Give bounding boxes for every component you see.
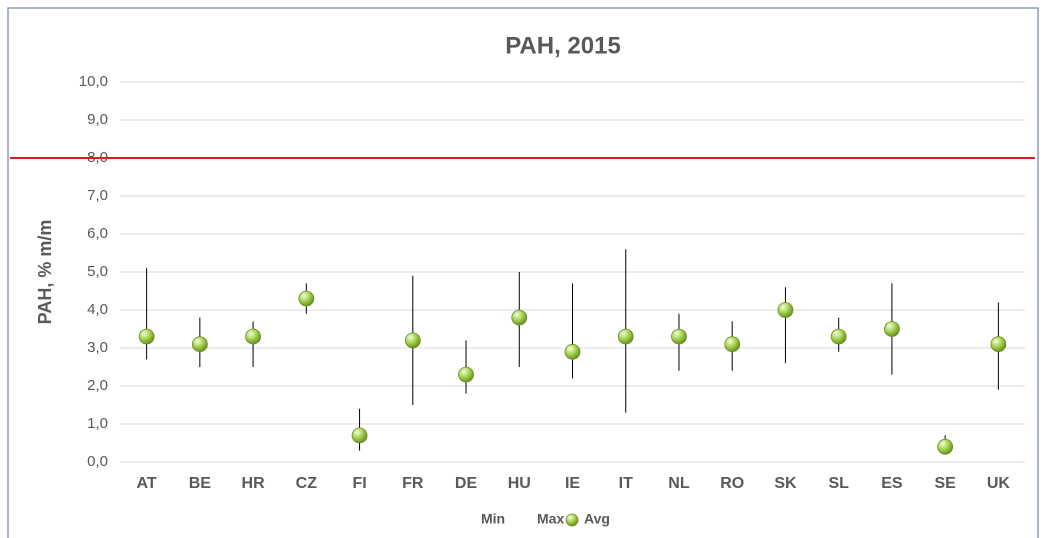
avg-dot [990,336,1007,353]
legend-label: Min [481,511,505,527]
x-tick-label: SL [828,475,849,492]
y-tick-label: 0,0 [87,453,108,470]
chart-frame [7,7,1039,538]
y-tick-label: 4,0 [87,301,108,318]
chart-title: PAH, 2015 [505,32,621,59]
avg-dot [404,332,421,349]
avg-dot [617,328,634,345]
avg-dot [138,328,155,345]
y-tick-label: 3,0 [87,339,108,356]
x-tick-label: FR [402,475,424,492]
x-tick-label: IT [619,475,633,492]
x-tick-label: BE [189,475,212,492]
x-tick-label: NL [668,475,690,492]
x-tick-label: IE [565,475,580,492]
avg-dot [511,309,528,326]
avg-dot [564,343,581,360]
avg-dot [191,336,208,353]
x-tick-label: RO [720,475,744,492]
y-tick-label: 2,0 [87,377,108,394]
avg-dot [724,336,741,353]
avg-dot [458,366,474,383]
avg-dot [298,290,315,307]
legend-marker [565,513,579,527]
x-tick-label: HR [242,475,266,492]
x-tick-label: SK [774,475,797,492]
avg-dot [937,438,954,455]
avg-dot [830,328,847,345]
y-tick-label: 6,0 [87,225,108,242]
x-tick-label: ES [881,475,903,492]
legend-label: Max [537,511,564,527]
x-tick-label: UK [987,475,1011,492]
avg-dot [777,302,794,318]
x-tick-label: DE [455,475,478,492]
avg-dot [351,427,368,444]
y-tick-label: 9,0 [87,111,108,128]
x-tick-label: CZ [296,475,318,492]
y-tick-label: 5,0 [87,263,108,280]
x-tick-label: FI [352,475,366,492]
y-axis-label: PAH, % m/m [35,220,55,325]
y-tick-label: 1,0 [87,415,108,432]
y-tick-label: 7,0 [87,187,108,204]
legend-label: Avg [584,511,610,527]
x-tick-label: AT [137,475,157,492]
x-tick-label: HU [508,475,531,492]
avg-dot [671,328,687,345]
x-tick-label: SE [934,475,956,492]
avg-dot [884,321,900,337]
avg-dot [245,328,261,345]
y-tick-label: 10,0 [79,73,108,90]
